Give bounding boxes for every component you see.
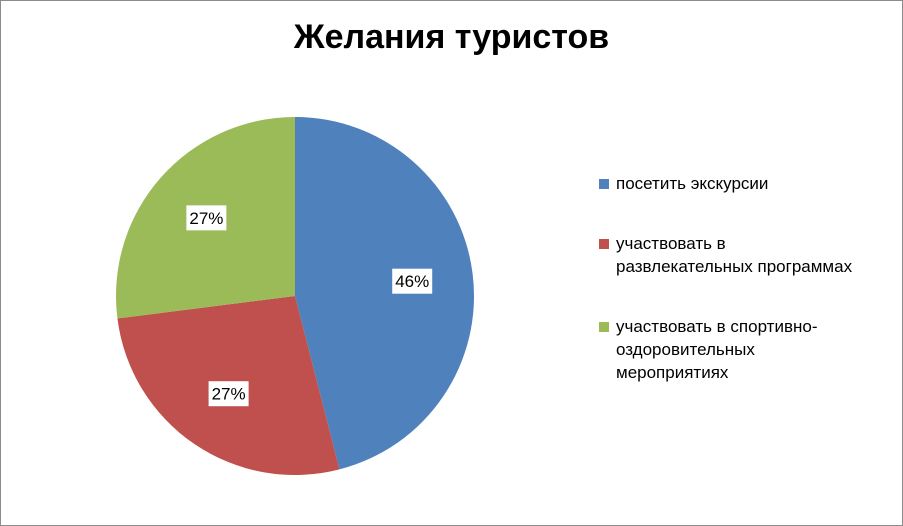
data-label-sports: 27% — [186, 205, 227, 231]
legend-label-line: оздоровительных — [616, 340, 755, 359]
svg-text:27%: 27% — [189, 209, 223, 228]
legend-item-sports: участвовать в спортивно-оздоровительных м… — [599, 315, 889, 384]
legend-label-line: участвовать в спортивно- — [616, 317, 818, 336]
data-label-excursions: 46% — [392, 268, 433, 294]
data-label-entertainment: 27% — [208, 381, 249, 407]
pie-slice-excursions — [295, 117, 474, 470]
legend-label-line: развлекательных программах — [616, 257, 853, 276]
legend-swatch — [599, 322, 609, 332]
legend-swatch — [599, 179, 609, 189]
pie-slices — [115, 117, 474, 475]
legend-label-line: посетить экскурсии — [616, 174, 769, 193]
legend-label-line: мероприятиях — [616, 363, 729, 382]
pie-data-labels: 46% 27% 27% — [186, 205, 433, 407]
legend-swatch — [599, 239, 609, 249]
legend-item-excursions: посетить экскурсии — [599, 172, 889, 195]
legend-label-line: участвовать в — [616, 234, 726, 253]
chart-legend: посетить экскурсии участвовать в развлекат… — [599, 172, 889, 384]
legend-item-entertainment: участвовать в развлекательных программах — [599, 232, 889, 278]
svg-text:46%: 46% — [395, 272, 429, 291]
svg-text:27%: 27% — [212, 385, 246, 404]
chart-title: Желания туристов — [293, 18, 610, 56]
